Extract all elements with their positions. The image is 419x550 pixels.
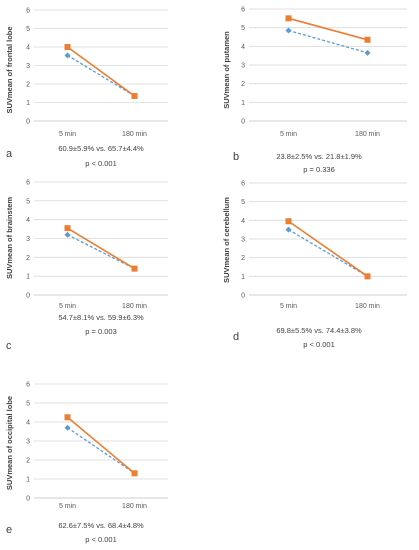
x-tick-label: 180 min	[355, 303, 380, 310]
y-tick-label: 3	[241, 237, 245, 244]
y-tick-label: 0	[241, 119, 245, 126]
chart-panel-c: 0 1 2 3 4 5 6 5 min 180 min SUVmean of brainstem 5…	[5, 180, 168, 352]
y-tick-label: 6	[26, 8, 30, 15]
y-tick-label: 1	[241, 100, 245, 107]
dashed-series-line	[67, 427, 135, 474]
chart-panel-b: 0 1 2 3 4 5 6 5 min 180 min SUVmean of putamen 23.…	[222, 7, 407, 174]
y-tick-label: 5	[241, 199, 245, 206]
diamond-marker	[64, 231, 71, 238]
chart-panel-a: 0 1 2 3 4 5 6 5 min 180 min SUVmean of frontal lo…	[5, 8, 168, 168]
p-value: p < 0.001	[303, 340, 335, 349]
y-tick-label: 3	[26, 439, 30, 446]
square-marker	[364, 273, 371, 280]
y-tick-label: 2	[241, 81, 245, 88]
panel-label: b	[233, 151, 239, 163]
y-tick-label: 1	[241, 274, 245, 281]
p-value: p < 0.001	[85, 535, 117, 544]
y-tick-label: 5	[26, 401, 30, 408]
x-tick-label: 5 min	[59, 303, 76, 310]
y-tick-label: 2	[26, 82, 30, 89]
panel-label: d	[233, 331, 239, 343]
p-value: p = 0.336	[303, 165, 335, 174]
x-tick-label: 180 min	[122, 303, 147, 310]
y-tick-label: 4	[241, 44, 245, 51]
square-marker	[285, 15, 292, 22]
y-tick-label: 5	[26, 26, 30, 33]
x-tick-label: 180 min	[122, 131, 147, 138]
diamond-marker	[64, 52, 71, 59]
y-tick-label: 3	[26, 63, 30, 70]
x-tick-label: 180 min	[122, 503, 147, 510]
square-marker	[64, 44, 71, 50]
y-tick-label: 1	[26, 100, 30, 107]
solid-series-line	[288, 220, 368, 277]
diamond-marker	[285, 27, 292, 34]
y-axis-title: SUVmean of putamen	[222, 31, 231, 109]
panel-label: a	[6, 148, 13, 160]
y-axis-title: SUVmean of occipital lobe	[5, 396, 14, 490]
x-tick-label: 5 min	[59, 131, 76, 138]
y-tick-label: 4	[26, 420, 30, 427]
solid-series-line	[67, 227, 135, 270]
y-tick-label: 6	[241, 7, 245, 14]
square-marker	[64, 225, 71, 232]
y-tick-label: 0	[26, 293, 30, 300]
dashed-series-line	[67, 234, 135, 270]
y-tick-label: 6	[26, 180, 30, 187]
y-tick-label: 4	[26, 45, 30, 52]
dashed-series-line	[288, 29, 368, 54]
diamond-marker	[285, 226, 292, 233]
y-tick-label: 1	[26, 274, 30, 281]
stats-comparison: 69.8±5.5% vs. 74.4±3.8%	[276, 326, 362, 335]
stats-comparison: 60.9±5.9% vs. 65.7±4.4%	[58, 144, 144, 153]
chart-panel-d: 0 1 2 3 4 5 6 5 min 180 min SUVmean of cerebellum…	[222, 181, 407, 349]
panel-label: e	[6, 524, 12, 536]
square-marker	[285, 218, 292, 225]
p-value: p < 0.001	[85, 159, 117, 168]
y-tick-label: 2	[26, 255, 30, 262]
x-tick-label: 5 min	[59, 503, 76, 510]
y-tick-label: 4	[26, 217, 30, 224]
y-tick-label: 3	[26, 236, 30, 243]
y-axis-title: SUVmean of cerebellum	[222, 197, 231, 283]
stats-comparison: 23.8±2.5% vs. 21.8±1.9%	[276, 152, 362, 161]
y-tick-label: 5	[26, 198, 30, 205]
dashed-series-line	[67, 54, 135, 97]
solid-series-line	[66, 416, 136, 474]
y-tick-label: 0	[26, 119, 30, 126]
y-tick-label: 6	[241, 181, 245, 188]
chart-panel-e: 0 1 2 3 4 5 6 5 min 180 min SUVmean of occipital …	[5, 382, 168, 544]
square-marker	[364, 36, 371, 43]
y-tick-label: 6	[26, 382, 30, 389]
dashed-series-line	[288, 229, 368, 277]
x-tick-label: 180 min	[355, 131, 380, 138]
diamond-marker	[64, 424, 71, 431]
x-tick-label: 5 min	[280, 131, 297, 138]
y-axis-title: SUVmean of brainstem	[5, 197, 14, 279]
y-tick-label: 0	[26, 496, 30, 503]
y-tick-label: 3	[241, 63, 245, 70]
solid-series-line	[288, 17, 368, 41]
square-marker	[131, 265, 138, 272]
x-tick-label: 5 min	[280, 303, 297, 310]
y-tick-label: 5	[241, 25, 245, 32]
y-tick-label: 2	[26, 458, 30, 465]
y-tick-label: 2	[241, 255, 245, 262]
stats-comparison: 54.7±8.1% vs. 59.9±6.3%	[58, 313, 144, 322]
square-marker	[131, 470, 138, 477]
y-tick-label: 1	[26, 477, 30, 484]
square-marker	[131, 93, 138, 100]
p-value: p = 0.003	[85, 327, 117, 336]
panel-label: c	[6, 340, 12, 352]
stats-comparison: 62.6±7.5% vs. 68.4±4.8%	[58, 521, 144, 530]
square-marker	[64, 414, 71, 421]
diamond-marker	[364, 49, 371, 56]
solid-series-line	[67, 46, 135, 97]
y-tick-label: 4	[241, 218, 245, 225]
y-axis-title: SUVmean of frontal lobe	[5, 26, 14, 113]
y-tick-label: 0	[241, 293, 245, 300]
